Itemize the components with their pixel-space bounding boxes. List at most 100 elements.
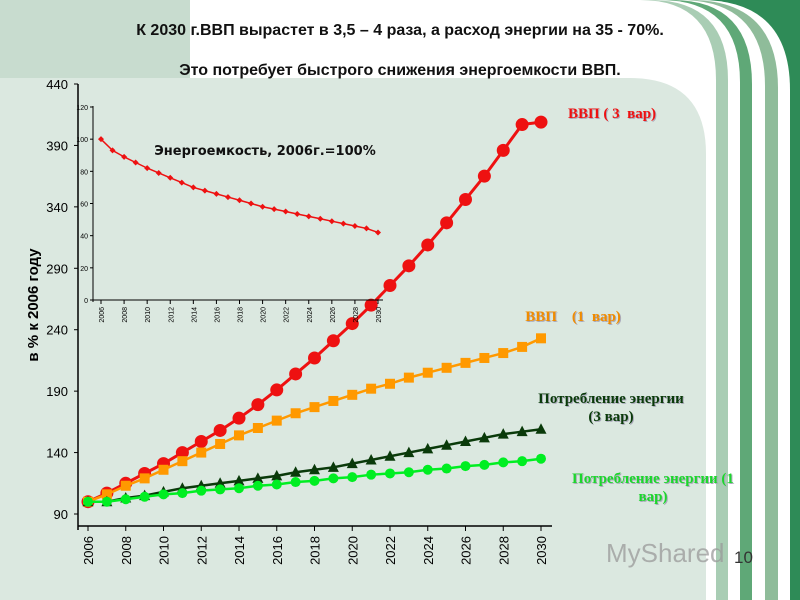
data-point-s1-2030 — [536, 333, 546, 344]
inset-y-tick-label: 20 — [80, 266, 88, 273]
data-point-s2-2019 — [327, 461, 339, 472]
data-point-s0-2016 — [270, 383, 284, 397]
inset-x-tick-label: 2022 — [284, 307, 291, 323]
y-tick-label: 90 — [54, 507, 68, 522]
data-point-s3-2021 — [366, 469, 377, 480]
data-point-s1-2016 — [271, 415, 282, 426]
inset-x-tick-label: 2006 — [99, 307, 106, 323]
data-point-s0-2025 — [440, 216, 454, 230]
inset-x-tick-group: 2006 2008 2010 2012 2014 2016 2018 2020 2022 2024… — [99, 300, 383, 323]
data-point-s3-2027 — [479, 459, 490, 470]
x-tick-label: 2008 — [119, 536, 134, 565]
data-point-s0-2024 — [421, 238, 435, 252]
data-point-s1-2026 — [460, 357, 471, 368]
data-point-s3-2006 — [83, 496, 93, 507]
data-point-s0-2012 — [194, 435, 208, 449]
slide-title-line-1: К 2030 г.ВВП вырастет в 3,5 – 4 раза, а … — [136, 22, 664, 39]
data-point-s3-2028 — [498, 457, 509, 468]
data-point-s2-2021 — [365, 453, 377, 465]
inset-data-point-2012 — [167, 174, 174, 181]
data-point-s2-2030 — [535, 423, 547, 434]
inset-data-point-2019 — [248, 200, 255, 207]
data-point-s1-2008 — [120, 480, 131, 491]
inset-data-point-2014 — [190, 184, 197, 191]
inset-x-tick-label: 2024 — [307, 307, 314, 323]
data-point-s2-2020 — [346, 457, 358, 469]
inset-x-tick-label: 2018 — [238, 307, 245, 323]
y-tick-label: 140 — [46, 446, 68, 461]
inset-data-point-2029 — [363, 225, 370, 232]
data-point-s3-2022 — [385, 468, 395, 479]
data-point-s2-2015 — [252, 472, 264, 483]
inset-y-tick-label: 40 — [80, 234, 88, 241]
data-point-s2-2023 — [403, 446, 415, 458]
inset-data-point-2015 — [201, 187, 208, 194]
x-tick-label: 2012 — [194, 536, 209, 565]
inset-x-tick-label: 2014 — [191, 307, 198, 323]
data-point-s1-2024 — [422, 367, 433, 378]
x-tick-label: 2020 — [345, 536, 360, 565]
inset-data-point-2016 — [213, 190, 220, 197]
data-point-s3-2030 — [536, 453, 546, 464]
x-tick-label: 2016 — [270, 536, 285, 565]
data-point-s1-2025 — [441, 362, 452, 373]
data-point-s1-2018 — [309, 402, 320, 413]
data-point-s3-2011 — [177, 488, 188, 499]
data-point-s1-2027 — [479, 352, 490, 363]
data-point-s2-2024 — [422, 442, 434, 454]
data-point-s2-2025 — [441, 439, 453, 450]
x-tick-label: 2006 — [81, 536, 96, 565]
series-label-energy-1: Потребление энергии (1 вар) — [572, 471, 734, 505]
series-group — [81, 115, 548, 509]
data-point-s2-2028 — [497, 428, 509, 439]
data-point-s1-2019 — [328, 395, 339, 406]
slide-title-line-2: Это потребует быстрого снижения энергоем… — [179, 62, 621, 79]
data-point-s3-2015 — [252, 480, 263, 491]
data-point-s3-2026 — [460, 461, 471, 472]
chart-panel — [0, 78, 706, 600]
data-point-s3-2012 — [196, 485, 207, 496]
inset-title: Энергоемкость, 2006г.=100% — [154, 144, 375, 159]
inset-y-tick-label: 0 — [84, 298, 88, 305]
data-point-s0-2018 — [308, 351, 321, 365]
inset-x-tick-label: 2026 — [330, 307, 337, 323]
data-point-s3-2016 — [271, 479, 282, 490]
data-point-s0-2013 — [213, 423, 227, 437]
data-point-s3-2009 — [139, 491, 150, 502]
inset-y-tick-label: 80 — [80, 169, 88, 176]
inset-data-point-2008 — [121, 153, 128, 160]
inset-x-tick-label: 2020 — [261, 307, 268, 323]
inset-x-tick-label: 2008 — [122, 307, 129, 323]
data-point-s1-2014 — [234, 430, 244, 441]
y-tick-label: 240 — [46, 323, 68, 338]
y-tick-group: 90 140 190 240 290 340 390 440 — [46, 77, 78, 522]
data-point-s3-2010 — [158, 489, 169, 500]
inset-data-point-2030 — [375, 229, 381, 236]
inset-data-point-2018 — [236, 197, 243, 204]
y-tick-label: 290 — [46, 261, 68, 276]
inset-data-point-2020 — [259, 203, 266, 210]
x-tick-label: 2026 — [459, 536, 474, 565]
data-point-s0-2019 — [326, 334, 340, 348]
data-point-s3-2017 — [290, 477, 301, 488]
series-label-energy-3: Потребление энергии (3 вар) — [538, 391, 684, 425]
inset-y-tick-group: 0 20 40 60 80 100 120 — [76, 105, 93, 305]
inset-y-tick-label: 120 — [76, 105, 88, 112]
data-point-s3-2025 — [441, 463, 452, 474]
data-point-s1-2021 — [366, 383, 377, 394]
inset-data-point-2006 — [98, 136, 104, 143]
data-point-s2-2017 — [290, 466, 302, 477]
inset-data-point-2025 — [317, 215, 324, 222]
data-point-s1-2029 — [517, 341, 528, 352]
inset-data-point-2026 — [328, 218, 335, 225]
inset-x-tick-label: 2016 — [214, 307, 221, 323]
inset-data-point-2023 — [294, 210, 301, 217]
data-point-s0-2022 — [383, 278, 397, 292]
data-point-s1-2011 — [177, 456, 188, 467]
data-point-s0-2011 — [175, 446, 189, 460]
data-point-s0-2028 — [496, 143, 510, 157]
data-point-s0-2027 — [477, 169, 491, 183]
inset-data-point-2011 — [155, 169, 162, 176]
watermark-logo: MyShared — [606, 538, 725, 568]
